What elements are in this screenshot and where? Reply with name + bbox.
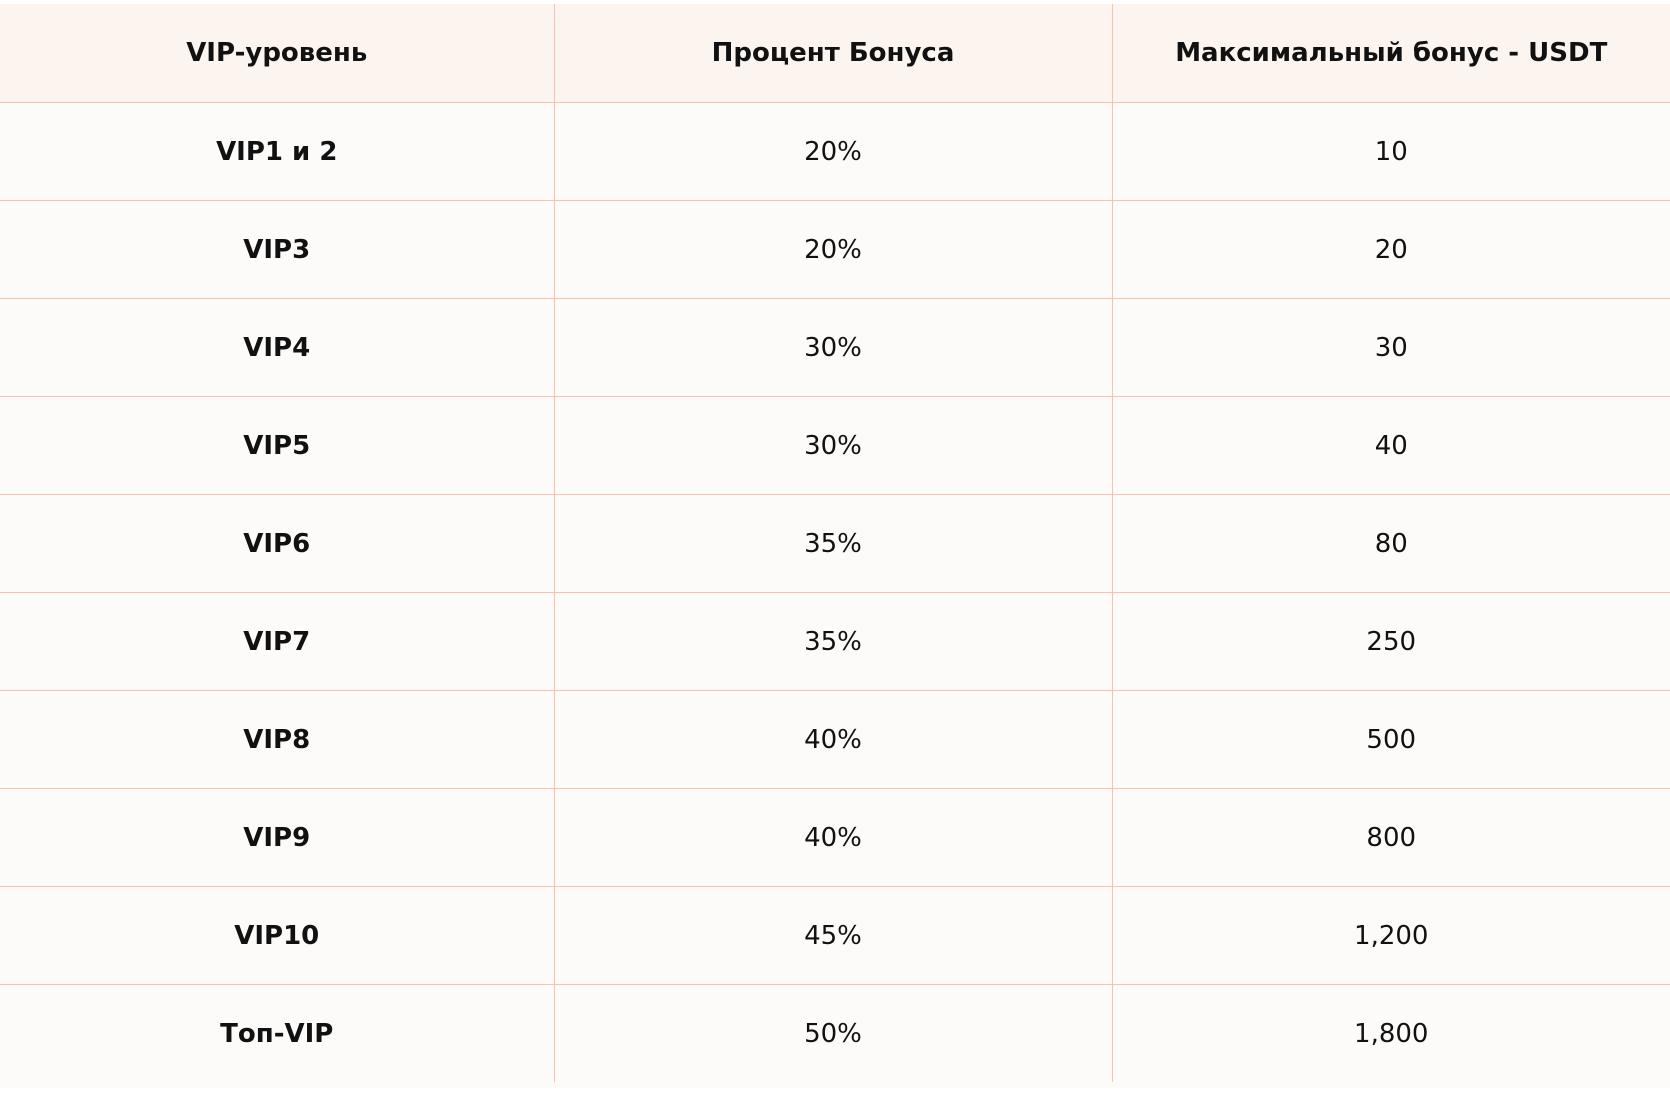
cell-bonus-percent: 45%	[553, 886, 1112, 985]
header-vip-level: VIP-уровень	[0, 4, 554, 103]
cell-vip-level: VIP5	[0, 396, 554, 495]
cell-bonus-percent: 30%	[553, 298, 1112, 397]
table-row: VIP8 40% 500	[0, 690, 1670, 789]
cell-bonus-percent: 35%	[553, 592, 1112, 691]
cell-vip-level: VIP10	[0, 886, 554, 985]
cell-max-bonus: 30	[1111, 298, 1670, 397]
cell-max-bonus: 500	[1111, 690, 1670, 789]
table-row: VIP9 40% 800	[0, 788, 1670, 887]
table-row: VIP3 20% 20	[0, 200, 1670, 299]
cell-max-bonus: 1,200	[1111, 886, 1670, 985]
table-row: VIP7 35% 250	[0, 592, 1670, 691]
cell-bonus-percent: 20%	[553, 102, 1112, 201]
cell-bonus-percent: 20%	[553, 200, 1112, 299]
cell-vip-level: VIP4	[0, 298, 554, 397]
header-bonus-percent: Процент Бонуса	[553, 4, 1112, 103]
table-header-row: VIP-уровень Процент Бонуса Максимальный …	[0, 4, 1670, 103]
cell-bonus-percent: 50%	[553, 984, 1112, 1082]
cell-bonus-percent: 30%	[553, 396, 1112, 495]
cell-bonus-percent: 40%	[553, 788, 1112, 887]
cell-vip-level: VIP3	[0, 200, 554, 299]
table-row: VIP6 35% 80	[0, 494, 1670, 593]
cell-max-bonus: 80	[1111, 494, 1670, 593]
cell-vip-level: Топ-VIP	[220, 1018, 334, 1049]
cell-vip-level: VIP7	[0, 592, 554, 691]
cell-vip-level: VIP8	[0, 690, 554, 789]
cell-max-bonus: 250	[1111, 592, 1670, 691]
cell-bonus-percent: 40%	[553, 690, 1112, 789]
header-max-bonus: Максимальный бонус - USDT	[1111, 4, 1670, 103]
cell-max-bonus: 20	[1111, 200, 1670, 299]
cell-vip-level: VIP6	[0, 494, 554, 593]
cell-max-bonus: 800	[1111, 788, 1670, 887]
table-row: VIP5 30% 40	[0, 396, 1670, 495]
cell-bonus-percent: 35%	[553, 494, 1112, 593]
cell-vip-level: VIP9	[0, 788, 554, 887]
table-row: Топ-VIP 50% 1,800	[0, 984, 1670, 1082]
vip-bonus-table: VIP-уровень Процент Бонуса Максимальный …	[0, 4, 1670, 1082]
cell-vip-level: VIP1 и 2	[0, 102, 554, 201]
table-row: VIP4 30% 30	[0, 298, 1670, 397]
table-row: VIP1 и 2 20% 10	[0, 102, 1670, 201]
cell-max-bonus: 1,800	[1111, 984, 1670, 1082]
table-row: VIP10 45% 1,200	[0, 886, 1670, 985]
cell-max-bonus: 10	[1111, 102, 1670, 201]
vip-bonus-table-container: VIP-уровень Процент Бонуса Максимальный …	[0, 4, 1670, 1088]
cell-max-bonus: 40	[1111, 396, 1670, 495]
